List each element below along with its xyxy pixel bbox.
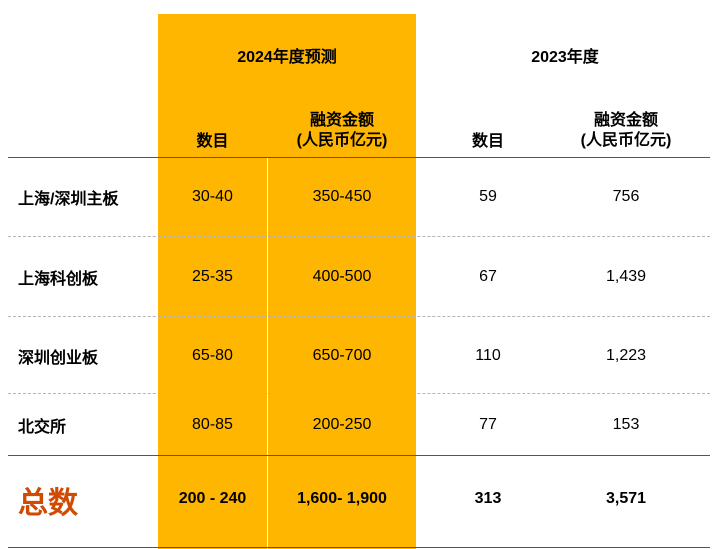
row-label-star-market: 上海科创板 <box>18 271 99 288</box>
total-rule <box>8 455 710 456</box>
total-label: 总数 <box>18 487 78 520</box>
cell-2023-count: 59 <box>479 188 497 205</box>
total-2023-amount: 3,571 <box>605 490 647 507</box>
total-2023-count: 313 <box>474 490 502 507</box>
forecast-2024-highlight <box>158 14 416 549</box>
cell-2024-amount: 200-250 <box>312 416 372 433</box>
group-header-2024: 2024年度预测 <box>237 49 337 66</box>
row-label-chinext: 深圳创业板 <box>18 350 99 367</box>
bottom-rule <box>8 547 710 548</box>
cell-2023-amount: 1,223 <box>605 347 647 364</box>
cell-2023-count: 110 <box>475 347 501 364</box>
cell-2023-amount: 756 <box>612 188 640 205</box>
column-divider <box>267 157 268 549</box>
header-amount-line2: (人民币亿元) <box>580 132 672 149</box>
row-label-main-board: 上海/深圳主板 <box>18 191 119 208</box>
row-divider <box>8 316 710 317</box>
header-amount-line2: (人民币亿元) <box>296 132 388 149</box>
cell-2023-count: 77 <box>479 416 497 433</box>
cell-2024-count: 65-80 <box>192 347 233 364</box>
cell-2024-amount: 650-700 <box>312 347 372 364</box>
cell-2023-amount: 1,439 <box>605 268 647 285</box>
header-2024-count: 数目 <box>196 133 229 150</box>
row-label-bse: 北交所 <box>18 419 67 436</box>
cell-2023-count: 67 <box>479 268 497 285</box>
total-2024-amount: 1,600- 1,900 <box>297 490 387 507</box>
header-rule <box>8 157 710 158</box>
cell-2024-amount: 400-500 <box>312 268 372 285</box>
group-header-2023: 2023年度 <box>531 49 599 66</box>
header-2023-amount: 融资金额 (人民币亿元) <box>556 106 696 156</box>
cell-2024-count: 80-85 <box>192 416 233 433</box>
header-amount-line1: 融资金额 <box>309 112 374 129</box>
row-divider <box>8 236 710 237</box>
cell-2024-amount: 350-450 <box>312 188 372 205</box>
total-2024-count: 200 - 240 <box>178 490 247 507</box>
cell-2023-amount: 153 <box>612 416 640 433</box>
header-amount-line1: 融资金额 <box>593 112 658 129</box>
cell-2024-count: 25-35 <box>192 268 233 285</box>
header-2024-amount: 融资金额 (人民币亿元) <box>268 106 416 156</box>
cell-2024-count: 30-40 <box>192 188 233 205</box>
header-2023-count: 数目 <box>471 133 504 150</box>
row-divider <box>8 393 710 394</box>
